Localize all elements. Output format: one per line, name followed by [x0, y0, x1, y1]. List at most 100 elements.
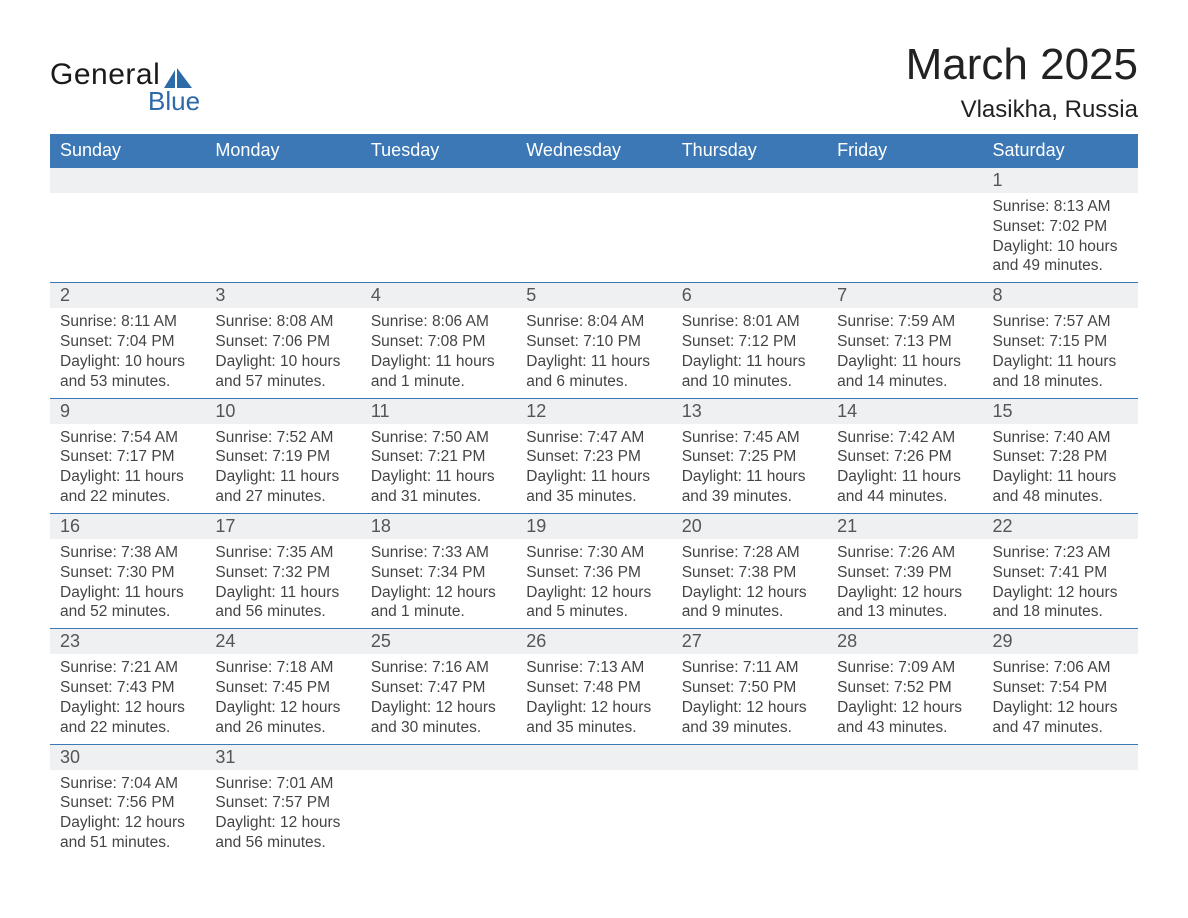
sunrise-line: Sunrise: 7:40 AM — [993, 428, 1128, 448]
day-details: Sunrise: 7:28 AMSunset: 7:38 PMDaylight:… — [672, 539, 827, 628]
calendar-day-cell: 16Sunrise: 7:38 AMSunset: 7:30 PMDayligh… — [50, 513, 205, 628]
page-title: March 2025 — [906, 40, 1138, 90]
day-number — [205, 168, 360, 193]
calendar-day-cell: 12Sunrise: 7:47 AMSunset: 7:23 PMDayligh… — [516, 398, 671, 513]
daylight-line: Daylight: 11 hours and 1 minute. — [371, 352, 506, 392]
calendar-day-cell: 20Sunrise: 7:28 AMSunset: 7:38 PMDayligh… — [672, 513, 827, 628]
day-number: 15 — [983, 399, 1138, 424]
sunrise-line: Sunrise: 8:06 AM — [371, 312, 506, 332]
sunrise-line: Sunrise: 7:33 AM — [371, 543, 506, 563]
sunset-line: Sunset: 7:13 PM — [837, 332, 972, 352]
daylight-line: Daylight: 12 hours and 13 minutes. — [837, 583, 972, 623]
sunrise-line: Sunrise: 7:21 AM — [60, 658, 195, 678]
sunrise-line: Sunrise: 7:06 AM — [993, 658, 1128, 678]
calendar-day-cell: 19Sunrise: 7:30 AMSunset: 7:36 PMDayligh… — [516, 513, 671, 628]
calendar-day-cell: 23Sunrise: 7:21 AMSunset: 7:43 PMDayligh… — [50, 629, 205, 744]
sunrise-line: Sunrise: 7:09 AM — [837, 658, 972, 678]
day-details: Sunrise: 8:06 AMSunset: 7:08 PMDaylight:… — [361, 308, 516, 397]
calendar-empty-cell — [827, 744, 982, 859]
sunrise-line: Sunrise: 7:18 AM — [215, 658, 350, 678]
calendar-day-cell: 30Sunrise: 7:04 AMSunset: 7:56 PMDayligh… — [50, 744, 205, 859]
sunset-line: Sunset: 7:32 PM — [215, 563, 350, 583]
day-details: Sunrise: 8:13 AMSunset: 7:02 PMDaylight:… — [983, 193, 1138, 282]
day-details: Sunrise: 7:13 AMSunset: 7:48 PMDaylight:… — [516, 654, 671, 743]
sunrise-line: Sunrise: 7:45 AM — [682, 428, 817, 448]
weekday-header: Tuesday — [361, 134, 516, 168]
sunset-line: Sunset: 7:34 PM — [371, 563, 506, 583]
day-number: 23 — [50, 629, 205, 654]
sunset-line: Sunset: 7:56 PM — [60, 793, 195, 813]
sunrise-line: Sunrise: 7:50 AM — [371, 428, 506, 448]
day-number: 20 — [672, 514, 827, 539]
day-details: Sunrise: 7:16 AMSunset: 7:47 PMDaylight:… — [361, 654, 516, 743]
calendar-day-cell: 25Sunrise: 7:16 AMSunset: 7:47 PMDayligh… — [361, 629, 516, 744]
sunset-line: Sunset: 7:02 PM — [993, 217, 1128, 237]
day-details: Sunrise: 7:21 AMSunset: 7:43 PMDaylight:… — [50, 654, 205, 743]
sunrise-line: Sunrise: 8:04 AM — [526, 312, 661, 332]
day-details: Sunrise: 7:23 AMSunset: 7:41 PMDaylight:… — [983, 539, 1138, 628]
calendar-empty-cell — [827, 168, 982, 283]
sunset-line: Sunset: 7:17 PM — [60, 447, 195, 467]
day-number: 6 — [672, 283, 827, 308]
day-number — [672, 745, 827, 770]
day-number: 28 — [827, 629, 982, 654]
sunset-line: Sunset: 7:36 PM — [526, 563, 661, 583]
sunset-line: Sunset: 7:47 PM — [371, 678, 506, 698]
day-details: Sunrise: 7:11 AMSunset: 7:50 PMDaylight:… — [672, 654, 827, 743]
day-details: Sunrise: 7:45 AMSunset: 7:25 PMDaylight:… — [672, 424, 827, 513]
day-details: Sunrise: 7:33 AMSunset: 7:34 PMDaylight:… — [361, 539, 516, 628]
sunset-line: Sunset: 7:41 PM — [993, 563, 1128, 583]
weekday-header: Monday — [205, 134, 360, 168]
logo: General Blue — [50, 58, 200, 117]
sunrise-line: Sunrise: 7:52 AM — [215, 428, 350, 448]
sunrise-line: Sunrise: 7:11 AM — [682, 658, 817, 678]
calendar-day-cell: 10Sunrise: 7:52 AMSunset: 7:19 PMDayligh… — [205, 398, 360, 513]
day-details: Sunrise: 7:38 AMSunset: 7:30 PMDaylight:… — [50, 539, 205, 628]
daylight-line: Daylight: 12 hours and 9 minutes. — [682, 583, 817, 623]
daylight-line: Daylight: 11 hours and 18 minutes. — [993, 352, 1128, 392]
daylight-line: Daylight: 10 hours and 53 minutes. — [60, 352, 195, 392]
calendar-empty-cell — [361, 744, 516, 859]
calendar-week-row: 30Sunrise: 7:04 AMSunset: 7:56 PMDayligh… — [50, 744, 1138, 859]
calendar-day-cell: 14Sunrise: 7:42 AMSunset: 7:26 PMDayligh… — [827, 398, 982, 513]
day-details: Sunrise: 7:57 AMSunset: 7:15 PMDaylight:… — [983, 308, 1138, 397]
calendar-day-cell: 27Sunrise: 7:11 AMSunset: 7:50 PMDayligh… — [672, 629, 827, 744]
daylight-line: Daylight: 11 hours and 44 minutes. — [837, 467, 972, 507]
sunset-line: Sunset: 7:50 PM — [682, 678, 817, 698]
day-number: 18 — [361, 514, 516, 539]
calendar-day-cell: 29Sunrise: 7:06 AMSunset: 7:54 PMDayligh… — [983, 629, 1138, 744]
sunset-line: Sunset: 7:57 PM — [215, 793, 350, 813]
day-number: 11 — [361, 399, 516, 424]
calendar-empty-cell — [983, 744, 1138, 859]
sunset-line: Sunset: 7:21 PM — [371, 447, 506, 467]
sunrise-line: Sunrise: 8:13 AM — [993, 197, 1128, 217]
calendar-empty-cell — [50, 168, 205, 283]
calendar-day-cell: 13Sunrise: 7:45 AMSunset: 7:25 PMDayligh… — [672, 398, 827, 513]
day-details: Sunrise: 7:26 AMSunset: 7:39 PMDaylight:… — [827, 539, 982, 628]
daylight-line: Daylight: 11 hours and 48 minutes. — [993, 467, 1128, 507]
sunset-line: Sunset: 7:12 PM — [682, 332, 817, 352]
sunset-line: Sunset: 7:28 PM — [993, 447, 1128, 467]
daylight-line: Daylight: 12 hours and 43 minutes. — [837, 698, 972, 738]
day-number: 21 — [827, 514, 982, 539]
sunrise-line: Sunrise: 7:35 AM — [215, 543, 350, 563]
sunrise-line: Sunrise: 7:04 AM — [60, 774, 195, 794]
sunset-line: Sunset: 7:19 PM — [215, 447, 350, 467]
logo-text-general: General — [50, 58, 160, 92]
daylight-line: Daylight: 12 hours and 35 minutes. — [526, 698, 661, 738]
daylight-line: Daylight: 12 hours and 51 minutes. — [60, 813, 195, 853]
sunset-line: Sunset: 7:26 PM — [837, 447, 972, 467]
calendar-empty-cell — [672, 168, 827, 283]
day-number: 22 — [983, 514, 1138, 539]
sunrise-line: Sunrise: 7:01 AM — [215, 774, 350, 794]
day-number: 7 — [827, 283, 982, 308]
day-number: 12 — [516, 399, 671, 424]
day-details: Sunrise: 8:04 AMSunset: 7:10 PMDaylight:… — [516, 308, 671, 397]
sunrise-line: Sunrise: 7:23 AM — [993, 543, 1128, 563]
sunrise-line: Sunrise: 7:26 AM — [837, 543, 972, 563]
sunset-line: Sunset: 7:45 PM — [215, 678, 350, 698]
day-details: Sunrise: 8:01 AMSunset: 7:12 PMDaylight:… — [672, 308, 827, 397]
weekday-header: Sunday — [50, 134, 205, 168]
day-number — [983, 745, 1138, 770]
calendar-empty-cell — [516, 744, 671, 859]
